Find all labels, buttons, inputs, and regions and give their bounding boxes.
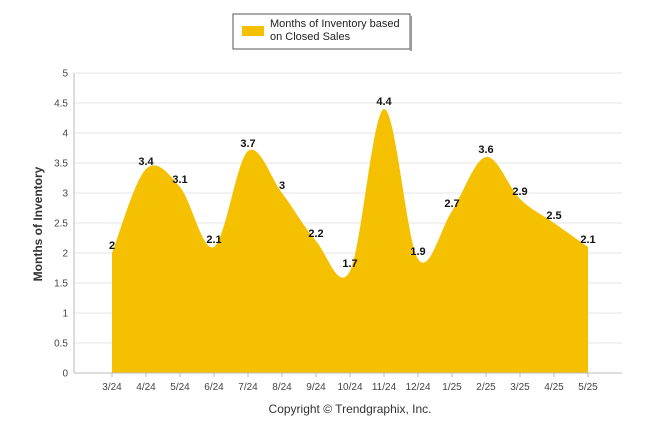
legend[interactable]: Months of Inventory based on Closed Sale…	[232, 13, 412, 51]
x-tick-label: 12/24	[405, 382, 430, 393]
y-tick-label: 3.5	[54, 159, 68, 170]
legend-label-line1: Months of Inventory based	[270, 18, 400, 30]
data-label: 3.4	[138, 156, 154, 168]
y-tick-label: 2	[62, 249, 68, 260]
y-tick-label: 0	[62, 369, 68, 380]
data-label: 2.5	[546, 210, 561, 222]
y-tick-label: 0.5	[54, 339, 68, 350]
x-tick-label: 1/25	[442, 382, 462, 393]
data-label: 3.7	[240, 138, 255, 150]
y-tick-label: 5	[62, 69, 68, 80]
data-label: 2.7	[444, 198, 459, 210]
x-tick-label: 11/24	[372, 382, 397, 393]
y-tick-label: 2.5	[54, 219, 68, 230]
x-tick-label: 3/25	[510, 382, 530, 393]
y-tick-label: 4.5	[54, 99, 68, 110]
area-series	[112, 108, 588, 374]
data-label: 1.9	[410, 246, 425, 258]
y-tick-label: 4	[62, 129, 68, 140]
data-label: 2	[109, 240, 115, 252]
x-tick-label: 6/24	[204, 382, 224, 393]
x-tick-label: 5/24	[170, 382, 190, 393]
x-tick-label: 4/24	[136, 382, 156, 393]
x-tick-label: 10/24	[337, 382, 362, 393]
data-label: 3	[279, 180, 285, 192]
x-tick-label: 9/24	[306, 382, 326, 393]
data-label: 2.1	[580, 234, 595, 246]
x-tick-label: 5/25	[578, 382, 598, 393]
data-label: 2.1	[206, 234, 221, 246]
y-tick-label: 1	[62, 309, 68, 320]
x-tick-label: 2/25	[476, 382, 496, 393]
data-label: 1.7	[342, 258, 357, 270]
data-label: 2.9	[512, 186, 527, 198]
y-axis-label: Months of Inventory	[31, 166, 45, 281]
x-axis-ticks: 3/24 4/24 5/24 6/24 7/24 8/24 9/24 10/24 11/24 12…	[102, 373, 598, 393]
copyright-text: Copyright © Trendgraphix, Inc.	[269, 402, 432, 416]
x-tick-label: 8/24	[272, 382, 292, 393]
data-label: 3.6	[478, 144, 493, 156]
data-labels: 2 3.4 3.1 2.1 3.7 3 2.2 1.7 4.4 1.9 2.7 3.6 2.9 2.5 2.…	[109, 96, 596, 270]
legend-swatch	[242, 26, 264, 36]
x-tick-label: 7/24	[238, 382, 258, 393]
x-tick-label: 3/24	[102, 382, 122, 393]
legend-label-line2: on Closed Sales	[270, 31, 351, 43]
legend-box-shadow	[410, 16, 412, 51]
y-tick-label: 1.5	[54, 279, 68, 290]
axes	[73, 73, 622, 374]
x-tick-label: 4/25	[544, 382, 564, 393]
y-axis-ticks: 0 0.5 1 1.5 2 2.5 3 3.5 4 4.5 5	[54, 69, 68, 380]
data-label: 2.2	[308, 228, 323, 240]
data-label: 4.4	[376, 96, 392, 108]
data-label: 3.1	[172, 174, 187, 186]
y-tick-label: 3	[62, 189, 68, 200]
